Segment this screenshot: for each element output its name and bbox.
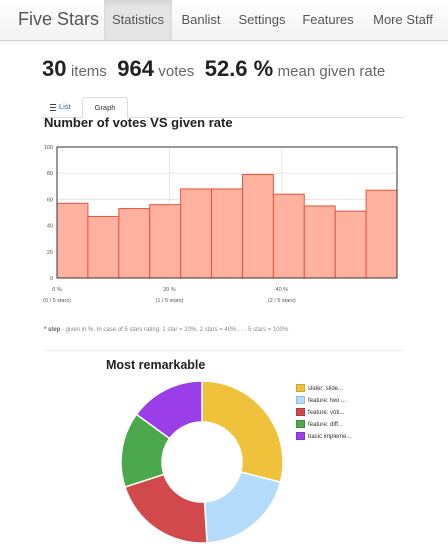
legend-swatch (296, 384, 305, 393)
legend-item[interactable]: feature: diff... (296, 420, 351, 431)
legend-label: feature: two ... (308, 398, 347, 404)
donut-slice (203, 471, 282, 544)
step-note-bold: * step (44, 327, 61, 333)
histogram-bar (118, 208, 151, 279)
section-divider (44, 350, 404, 351)
legend-item[interactable]: slider: slide... (296, 384, 351, 395)
items-count: 30 (42, 56, 67, 81)
histogram-bar (241, 174, 274, 279)
histogram-bar (180, 188, 213, 279)
votes-label: votes (158, 63, 195, 80)
donut-slice (135, 380, 203, 440)
histogram-title: Number of votes VS given rate (44, 115, 233, 130)
y-tick-label: 60 (47, 197, 53, 203)
remarkable-title: Most remarkable (106, 358, 206, 372)
y-tick-label: 100 (44, 145, 53, 151)
y-tick-label: 20 (47, 250, 53, 256)
legend-swatch (296, 408, 305, 417)
y-tick-label: 40 (47, 224, 53, 230)
legend-swatch (296, 432, 305, 441)
x-tick-sublabel: (2 / 5 stars) (268, 298, 296, 304)
x-tick-label: 40 % (276, 287, 289, 293)
donut-legend: slider: slide... feature: two ... feature:… (296, 384, 351, 444)
tab-list[interactable]: List (44, 97, 82, 117)
nav-tab-more-staff[interactable]: More Staff (373, 12, 433, 27)
legend-label: feature: voti... (308, 410, 345, 416)
histogram-bar (87, 215, 120, 279)
histogram-bar (365, 189, 398, 279)
x-tick-label: 0 % (52, 287, 62, 293)
tab-graph-label: Graph (94, 103, 116, 112)
votes-count: 964 (117, 56, 154, 81)
navbar: Five Stars Statistics Banlist Settings F… (0, 0, 448, 41)
x-tick-sublabel: (0 / 5 stars) (43, 298, 71, 304)
donut-chart (120, 380, 284, 544)
tab-graph[interactable]: Graph (82, 97, 128, 119)
y-tick-label: 0 (50, 276, 53, 282)
plot-border (56, 146, 398, 279)
nav-tab-banlist[interactable]: Banlist (181, 12, 221, 27)
nav-tab-statistics[interactable]: Statistics (104, 0, 172, 40)
y-tick-label: 80 (47, 171, 53, 177)
histogram-bar (334, 210, 367, 279)
histogram-bar (272, 193, 305, 279)
nav-tab-settings[interactable]: Settings (238, 12, 286, 27)
brand-title[interactable]: Five Stars (18, 9, 100, 29)
nav-tab-features[interactable]: Features (302, 12, 354, 27)
histogram-bar (149, 204, 182, 279)
histogram-bar (56, 202, 89, 279)
list-icon (50, 103, 56, 111)
mean-rate-label: mean given rate (277, 63, 386, 80)
donut-slice (201, 380, 284, 484)
tab-list-label: List (59, 102, 71, 111)
step-note: * step - given in %. In case of 5 stars … (44, 327, 288, 333)
legend-item[interactable]: feature: voti... (296, 408, 351, 419)
donut-slice (124, 473, 208, 544)
step-note-text: - given in %. In case of 5 stars rating:… (60, 327, 289, 333)
legend-label: feature: diff... (308, 422, 343, 428)
histogram-bar (303, 205, 336, 279)
stats-summary: 30 items 964 votes 52.6 % mean given rat… (42, 56, 391, 82)
x-tick-sublabel: (1 / 5 stars) (155, 298, 183, 304)
mean-rate-value: 52.6 % (204, 56, 274, 81)
legend-item[interactable]: basic impleme... (296, 432, 351, 443)
x-tick-label: 20 % (163, 287, 176, 293)
items-label: items (70, 63, 107, 80)
legend-swatch (296, 420, 305, 429)
legend-label: basic impleme... (308, 434, 352, 440)
legend-label: slider: slide... (308, 386, 344, 392)
view-tabs: List Graph (42, 97, 404, 119)
legend-swatch (296, 396, 305, 405)
histogram-chart: 0 20 40 60 80 100 0 % (0 / 5 stars) 20 % (1 / 5 s… (43, 145, 398, 304)
histogram-bar (211, 188, 243, 279)
legend-item[interactable]: feature: two ... (296, 396, 351, 407)
